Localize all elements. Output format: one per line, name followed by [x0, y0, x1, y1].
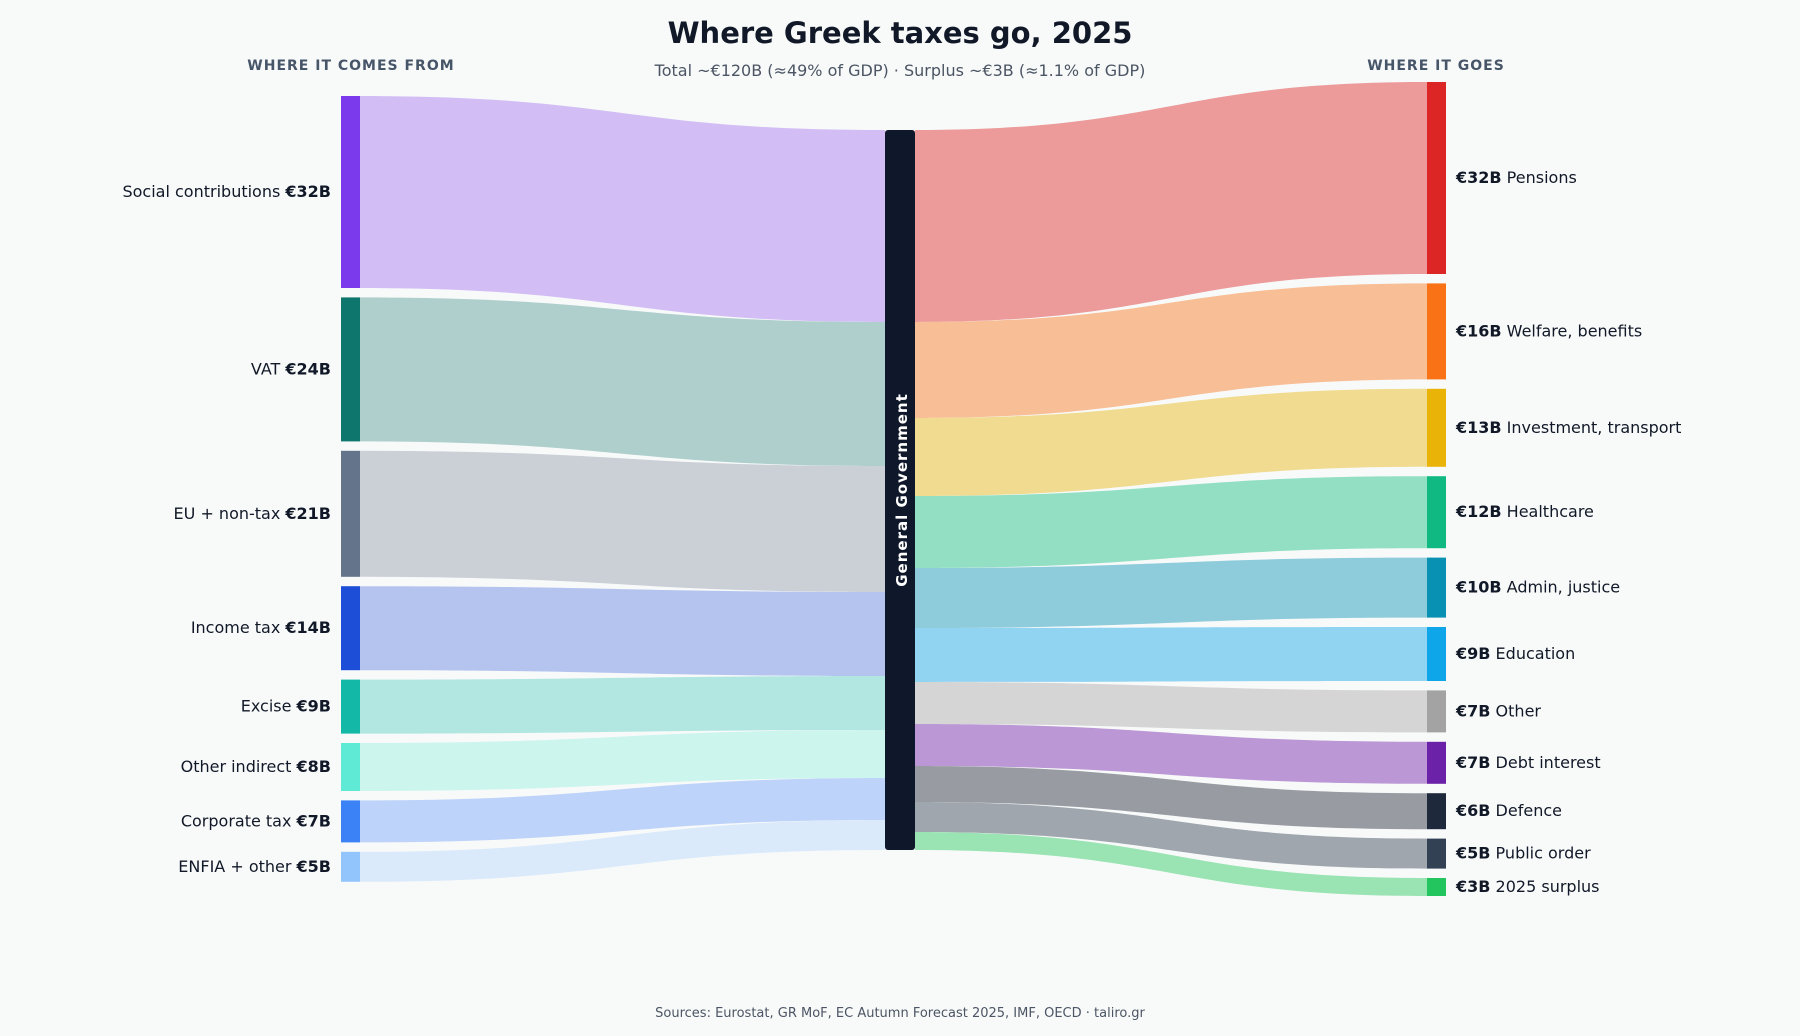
center-node-bar: [885, 130, 915, 850]
use-node-healthcare: [1427, 476, 1446, 549]
use-label-debt-interest: €7B Debt interest: [1455, 752, 1601, 771]
use-label-pensions: €32B Pensions: [1455, 168, 1577, 187]
source-node-enfia-other: [341, 851, 360, 882]
flow-public-order: [915, 802, 1427, 869]
source-label-other-indirect: Other indirect €8B: [181, 757, 331, 776]
flow-corporate-tax: [360, 778, 885, 843]
flows-layer: [360, 82, 1427, 896]
use-label-welfare-benefits: €16B Welfare, benefits: [1455, 321, 1642, 340]
use-label-public-order: €5B Public order: [1455, 843, 1591, 862]
chart-title: Where Greek taxes go, 2025: [668, 16, 1133, 50]
flow-defence: [915, 766, 1427, 830]
source-label-social-contributions: Social contributions €32B: [122, 182, 331, 201]
source-node-eu-non-tax: [341, 450, 360, 577]
flow-other-indirect: [360, 730, 885, 791]
nodes-layer: [341, 82, 1446, 896]
flow-eu-non-tax: [360, 450, 885, 592]
source-label-excise: Excise €9B: [241, 696, 331, 715]
use-node-defence: [1427, 793, 1446, 830]
flow-vat: [360, 297, 885, 466]
flow-enfia-other: [360, 820, 885, 882]
flow-education: [915, 627, 1427, 682]
source-note: Sources: Eurostat, GR MoF, EC Autumn For…: [655, 1006, 1145, 1021]
use-label-admin-justice: €10B Admin, justice: [1455, 577, 1620, 596]
source-label-vat: VAT €24B: [251, 359, 331, 378]
labels-layer: Social contributions €32B VAT €24B EU + no…: [122, 168, 1681, 896]
use-node-debt-interest: [1427, 741, 1446, 784]
flow-debt-interest: [915, 724, 1427, 784]
center-node-label: General Government: [893, 393, 911, 587]
flow-income-tax: [360, 586, 885, 676]
use-node-welfare-benefits: [1427, 283, 1446, 380]
source-node-corporate-tax: [341, 800, 360, 843]
left-column-header: WHERE IT COMES FROM: [247, 58, 454, 74]
use-label-defence: €6B Defence: [1455, 801, 1562, 820]
flow-social-contributions: [360, 96, 885, 322]
use-node-education: [1427, 627, 1446, 681]
source-node-income-tax: [341, 586, 360, 671]
flow-investment-transport: [915, 388, 1427, 496]
right-column-header: WHERE IT GOES: [1367, 58, 1505, 74]
use-label-other: €7B Other: [1455, 701, 1541, 720]
source-node-excise: [341, 679, 360, 734]
use-node-admin-justice: [1427, 557, 1446, 618]
source-label-income-tax: Income tax €14B: [191, 618, 331, 637]
flow-other: [915, 682, 1427, 733]
use-node-investment-transport: [1427, 388, 1446, 467]
use-node-public-order: [1427, 838, 1446, 869]
use-node-other: [1427, 690, 1446, 733]
use-node-pensions: [1427, 82, 1446, 274]
use-node-2025-surplus: [1427, 878, 1446, 896]
flow-2025-surplus: [915, 832, 1427, 896]
flow-admin-justice: [915, 557, 1427, 628]
source-label-corporate-tax: Corporate tax €7B: [181, 811, 331, 830]
source-label-enfia-other: ENFIA + other €5B: [178, 856, 331, 875]
source-node-social-contributions: [341, 96, 360, 288]
use-label-investment-transport: €13B Investment, transport: [1455, 417, 1681, 436]
source-node-vat: [341, 297, 360, 442]
flow-welfare-benefits: [915, 283, 1427, 418]
flow-excise: [360, 676, 885, 734]
source-node-other-indirect: [341, 743, 360, 791]
use-label-education: €9B Education: [1455, 644, 1575, 663]
use-label-2025-surplus: €3B 2025 surplus: [1455, 877, 1600, 896]
flow-healthcare: [915, 476, 1427, 568]
chart-subtitle: Total ~€120B (≈49% of GDP) · Surplus ~€3…: [654, 61, 1146, 80]
source-label-eu-non-tax: EU + non-tax €21B: [174, 503, 331, 522]
flow-pensions: [915, 82, 1427, 322]
use-label-healthcare: €12B Healthcare: [1455, 502, 1594, 521]
